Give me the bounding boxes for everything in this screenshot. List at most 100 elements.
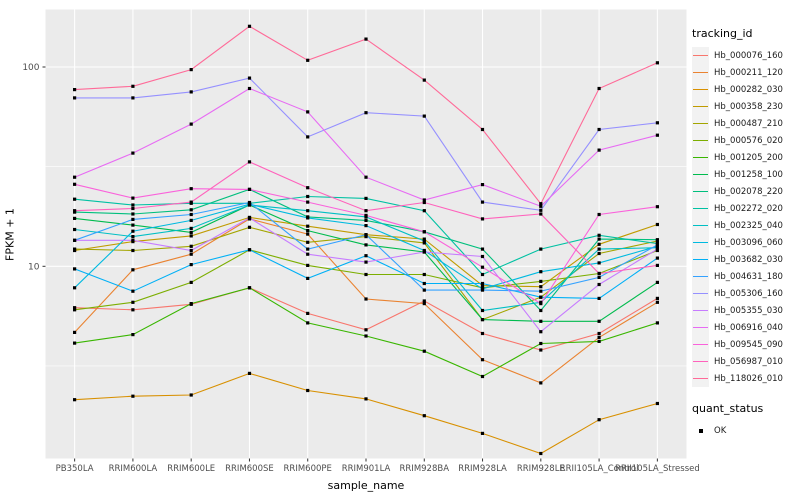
data-point [131, 248, 135, 253]
data-point [655, 321, 659, 325]
legend-entry: Hb_006916_040 [692, 319, 798, 336]
data-point [597, 319, 601, 323]
legend-entry-label: Hb_003096_060 [714, 237, 783, 248]
legend-key-line-icon [692, 353, 709, 370]
legend-entry: Hb_118026_010 [692, 370, 798, 387]
data-point [597, 282, 601, 287]
data-point [247, 160, 252, 164]
data-point [247, 200, 252, 205]
data-point [189, 68, 193, 72]
data-point [539, 295, 543, 299]
data-point [73, 209, 77, 213]
data-point [306, 216, 310, 220]
legend-entry-label: Hb_056987_010 [714, 356, 783, 367]
data-point [364, 328, 368, 332]
x-tick-label: RRIM901LA [342, 464, 391, 474]
data-point [364, 218, 368, 222]
data-point [597, 212, 601, 217]
data-point [306, 311, 310, 315]
data-point [539, 308, 543, 313]
data-point [597, 261, 601, 265]
data-point [422, 237, 426, 241]
data-point [597, 418, 601, 422]
legend-key-line-icon [692, 64, 709, 81]
data-point [73, 267, 77, 271]
data-point [131, 217, 135, 221]
data-point [422, 200, 426, 205]
data-point [597, 251, 601, 256]
data-point [306, 200, 310, 204]
x-tick-label: RRIM600SE [225, 464, 274, 474]
x-tick-label: RRIM600PE [284, 464, 332, 474]
legend-key-line-icon [692, 81, 709, 98]
legend-entry: Hb_009545_090 [692, 336, 798, 353]
data-point [189, 226, 193, 230]
data-point [306, 58, 310, 62]
data-point [422, 414, 426, 418]
legend-entry: Hb_001258_100 [692, 166, 798, 183]
data-point [655, 222, 659, 227]
data-point [480, 281, 485, 286]
legend-key-line-icon [692, 302, 709, 319]
data-point [306, 388, 310, 393]
x-axis-title: sample_name [327, 479, 405, 492]
data-point [539, 285, 543, 289]
data-point [655, 280, 659, 284]
data-point [189, 280, 193, 284]
data-point [480, 284, 485, 288]
legend-key-line-icon [692, 98, 709, 115]
x-tick-label: RRIM600LA [109, 464, 158, 474]
data-point [247, 248, 252, 252]
data-point [655, 401, 659, 406]
legend-entry: Hb_000282_030 [692, 81, 798, 98]
data-point [539, 348, 543, 352]
data-point [364, 334, 368, 338]
data-point [655, 61, 659, 65]
data-point [306, 209, 310, 213]
data-point [480, 247, 485, 251]
legend-key-line-icon [692, 370, 709, 387]
legend-entry-label: Hb_000487_210 [714, 118, 783, 129]
data-point [131, 151, 135, 155]
data-point [131, 300, 135, 304]
legend-key-line-icon [692, 251, 709, 268]
legend-key-line-icon [692, 149, 709, 166]
data-point [597, 296, 601, 300]
data-point [539, 330, 543, 334]
legend-key-line-icon [692, 336, 709, 353]
legend-entry-label: Hb_000576_020 [714, 135, 783, 146]
data-point [189, 244, 193, 248]
data-point [480, 265, 485, 269]
legend-entry-label: Hb_002272_020 [714, 203, 783, 214]
data-point [364, 397, 368, 401]
data-point [539, 202, 543, 206]
data-point [539, 302, 543, 306]
data-point [73, 175, 77, 179]
data-point [364, 260, 368, 264]
data-point [247, 187, 252, 191]
data-point [73, 330, 77, 334]
data-point [189, 248, 193, 253]
data-point [247, 76, 252, 80]
data-point [247, 225, 252, 229]
data-point [73, 182, 77, 186]
data-point [131, 394, 135, 398]
data-point [189, 230, 193, 234]
data-point [131, 203, 135, 207]
legend-entry-label: Hb_003682_030 [714, 254, 783, 265]
legend-key-line-icon [692, 183, 709, 200]
data-point [480, 374, 485, 379]
x-tick-label: RRIM600LE [167, 464, 215, 474]
legend-key-line-icon [692, 268, 709, 285]
data-point [306, 186, 310, 190]
data-point [247, 371, 252, 375]
data-point [189, 208, 193, 212]
legend-title: tracking_id [692, 27, 753, 40]
data-point [131, 196, 135, 200]
y-axis-title: FPKM + 1 [3, 208, 17, 261]
data-point [364, 209, 368, 213]
data-point [422, 114, 426, 118]
data-point [597, 335, 601, 339]
data-point [422, 241, 426, 245]
legend-entry-label: Hb_000076_160 [714, 50, 783, 61]
